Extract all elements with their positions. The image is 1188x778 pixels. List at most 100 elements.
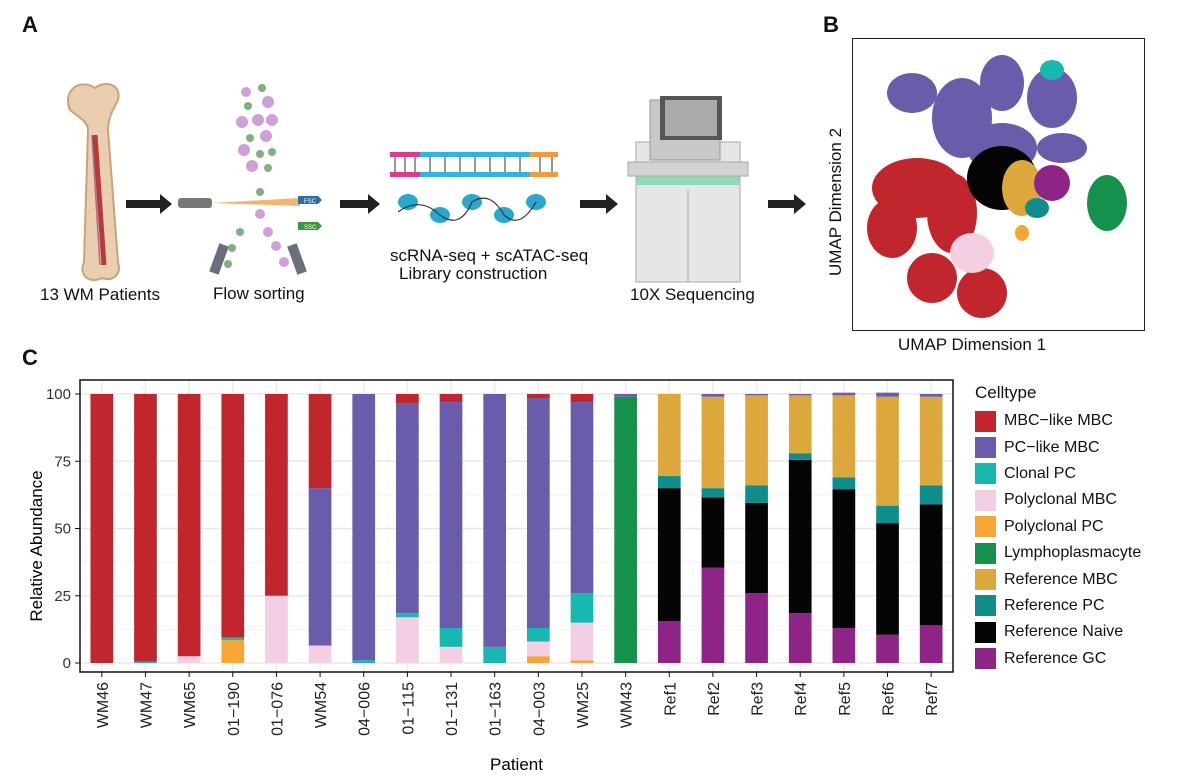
y-tick-label: 25 (54, 588, 71, 605)
legend-label: Lymphoplasmacyte (1004, 544, 1142, 562)
bar-segment (832, 628, 856, 663)
x-tick-label: Ref6 (881, 682, 898, 716)
bar-segment (701, 488, 725, 498)
bar-segment (396, 403, 419, 614)
y-tick-label: 100 (46, 386, 71, 403)
legend-item: Reference GC (975, 646, 1141, 672)
bar-segment (308, 645, 332, 663)
step-patients-caption: 13 WM Patients (40, 285, 160, 304)
bar-segment (745, 395, 768, 486)
bar-segment (614, 396, 637, 663)
x-tick-label: Ref7 (924, 682, 941, 716)
bar-segment (919, 485, 943, 505)
bar-segment (788, 613, 812, 663)
legend-item: PC−like MBC (975, 434, 1141, 460)
step-library-caption-2: Library construction (399, 264, 548, 283)
bar-segment (134, 394, 157, 662)
legend-item: MBC−like MBC (975, 408, 1141, 434)
x-tick-label: 01−190 (226, 682, 243, 736)
x-tick-label: Ref1 (662, 682, 679, 716)
bar-segment (657, 476, 681, 489)
bar-segment (876, 505, 899, 524)
umap-plot (852, 38, 1145, 331)
bar-segment (396, 613, 419, 618)
legend-item: Polyclonal PC (975, 514, 1141, 540)
panel-label-c: C (22, 345, 38, 370)
bar-segment (526, 628, 550, 642)
plot-frame (79, 379, 954, 673)
legend-swatch (975, 410, 996, 432)
legend-item: Reference PC (975, 593, 1141, 619)
bar-segment (439, 394, 463, 403)
bar-segment (919, 504, 943, 626)
x-tick-label: WM43 (619, 682, 636, 728)
bar-segment (701, 567, 725, 663)
step-sorting-caption: Flow sorting (213, 284, 305, 303)
bar-segment (876, 523, 899, 635)
bar-segment (90, 394, 114, 663)
umap-ylabel: UMAP Dimension 2 (826, 127, 845, 276)
bone-icon (67, 83, 120, 281)
bar-segment (570, 622, 594, 661)
step-sequencing-caption: 10X Sequencing (630, 285, 755, 304)
bar-segment (876, 392, 899, 397)
x-tick-label: WM46 (95, 682, 112, 728)
bar-segment (526, 641, 550, 657)
x-tick-label: 04−006 (357, 682, 374, 736)
bar-segment (745, 593, 768, 663)
legend-label: Reference GC (1004, 649, 1107, 667)
bar-segment (919, 396, 943, 486)
abundance-bar-chart: 0 25 50 75 100 WM46 WM47 WM65 01−190 01−076 WM54 0… (27, 379, 954, 774)
bar-segment (788, 394, 812, 396)
x-tick-label: 04−003 (531, 682, 548, 736)
bar-segment (221, 637, 245, 641)
bar-segment (526, 398, 550, 629)
bar-segment (308, 394, 332, 489)
bar-segment (570, 660, 594, 663)
bar-segment (526, 394, 550, 399)
legend-label: Reference MBC (1004, 570, 1118, 588)
bar-segment (177, 394, 201, 657)
bar-segment (439, 402, 463, 629)
ssc-label: SSC (304, 225, 317, 231)
x-tick-label: Ref5 (837, 682, 854, 716)
legend-label: Reference PC (1004, 596, 1105, 614)
bar-segment (745, 394, 768, 396)
bar-segment (265, 394, 288, 596)
legend-label: MBC−like MBC (1004, 412, 1113, 430)
x-tick-label: WM25 (575, 682, 592, 728)
bar-segment (657, 621, 681, 663)
bar-segment (221, 640, 245, 663)
bar-segment (919, 394, 943, 397)
bar-segment (919, 625, 943, 663)
x-tick-label: 01−131 (444, 682, 461, 736)
panel-label-b: B (823, 12, 839, 37)
x-tick-label: WM47 (138, 682, 155, 728)
legend-label: Polyclonal PC (1004, 517, 1104, 535)
bar-segment (396, 617, 419, 663)
legend: MBC−like MBC PC−like MBC Clonal PC Polyclon… (975, 408, 1141, 672)
bar-segment (832, 395, 856, 478)
x-axis-label: Patient (490, 755, 543, 774)
nucleosome-icon (397, 194, 546, 223)
bar-segment (483, 646, 507, 663)
x-tick-label: Ref4 (793, 682, 810, 716)
y-tick-label: 0 (63, 655, 71, 672)
legend-swatch (975, 621, 996, 643)
legend-label: PC−like MBC (1004, 438, 1100, 456)
umap-clusters (867, 55, 1127, 318)
legend-label: Polyclonal MBC (1004, 491, 1117, 509)
x-tick-label: 01−163 (488, 682, 505, 736)
bar-segment (657, 394, 681, 477)
bar-segment (483, 394, 507, 647)
x-tick-label: WM54 (313, 682, 330, 728)
legend-label: Clonal PC (1004, 464, 1077, 482)
bar-segment (308, 488, 332, 646)
legend-swatch (975, 569, 996, 591)
y-axis-label: Relative Abundance (27, 470, 46, 621)
legend-item: Polyclonal MBC (975, 487, 1141, 513)
bar-segment (745, 485, 768, 503)
fsc-label: FSC (304, 199, 317, 205)
bar-segment (832, 392, 856, 396)
workflow-illustration: FSC SSC (67, 83, 806, 283)
